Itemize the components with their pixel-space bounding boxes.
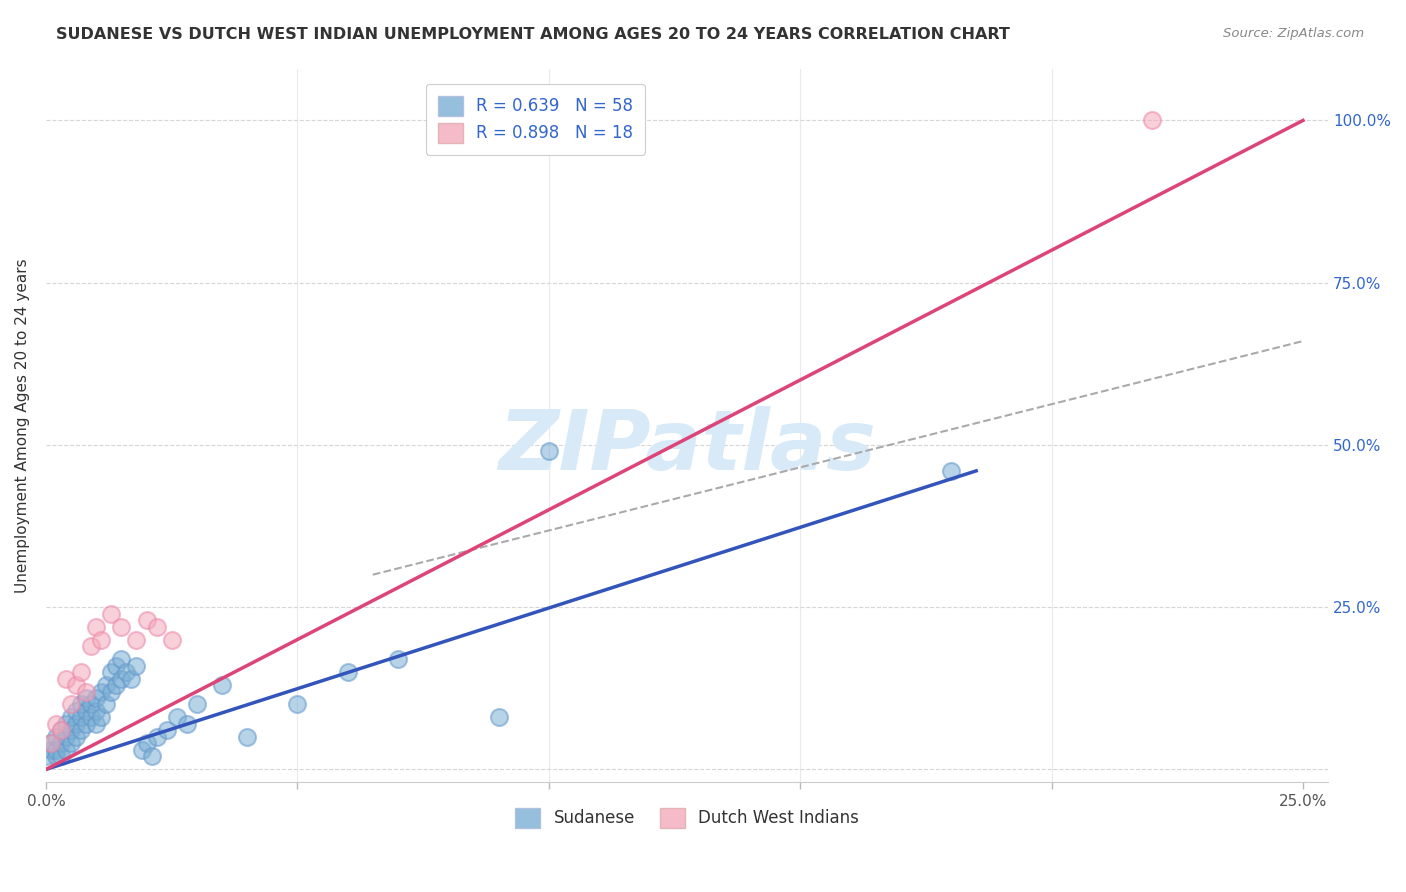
Point xyxy=(96,698,118,712)
Point xyxy=(186,698,208,712)
Point xyxy=(96,678,118,692)
Point xyxy=(45,743,67,757)
Point xyxy=(39,736,62,750)
Legend: Sudanese, Dutch West Indians: Sudanese, Dutch West Indians xyxy=(509,801,866,835)
Point xyxy=(141,749,163,764)
Point xyxy=(939,464,962,478)
Point xyxy=(60,698,83,712)
Point xyxy=(110,672,132,686)
Point xyxy=(131,743,153,757)
Point xyxy=(70,710,93,724)
Point xyxy=(55,730,77,744)
Point xyxy=(145,619,167,633)
Point xyxy=(39,736,62,750)
Point xyxy=(387,652,409,666)
Point xyxy=(45,730,67,744)
Point xyxy=(75,717,97,731)
Point xyxy=(145,730,167,744)
Point xyxy=(60,736,83,750)
Point xyxy=(75,690,97,705)
Point xyxy=(135,736,157,750)
Point xyxy=(65,704,87,718)
Point xyxy=(84,690,107,705)
Point xyxy=(60,723,83,738)
Point xyxy=(70,665,93,679)
Point xyxy=(135,613,157,627)
Point xyxy=(35,749,58,764)
Point xyxy=(45,717,67,731)
Point xyxy=(90,684,112,698)
Point xyxy=(100,684,122,698)
Point xyxy=(49,736,72,750)
Point xyxy=(125,632,148,647)
Point xyxy=(488,710,510,724)
Point xyxy=(211,678,233,692)
Point xyxy=(80,698,103,712)
Point xyxy=(49,749,72,764)
Point xyxy=(125,658,148,673)
Point xyxy=(236,730,259,744)
Point xyxy=(166,710,188,724)
Point xyxy=(60,710,83,724)
Point xyxy=(75,704,97,718)
Point xyxy=(110,619,132,633)
Point xyxy=(80,639,103,653)
Point xyxy=(75,684,97,698)
Point xyxy=(65,717,87,731)
Point xyxy=(80,710,103,724)
Point xyxy=(84,704,107,718)
Text: SUDANESE VS DUTCH WEST INDIAN UNEMPLOYMENT AMONG AGES 20 TO 24 YEARS CORRELATION: SUDANESE VS DUTCH WEST INDIAN UNEMPLOYME… xyxy=(56,27,1010,42)
Point xyxy=(120,672,142,686)
Point xyxy=(1140,113,1163,128)
Point xyxy=(39,743,62,757)
Point xyxy=(65,730,87,744)
Point xyxy=(84,717,107,731)
Point xyxy=(110,652,132,666)
Point xyxy=(55,717,77,731)
Point xyxy=(70,698,93,712)
Point xyxy=(55,743,77,757)
Point xyxy=(90,632,112,647)
Point xyxy=(45,749,67,764)
Point xyxy=(100,607,122,621)
Point xyxy=(100,665,122,679)
Point xyxy=(105,678,128,692)
Y-axis label: Unemployment Among Ages 20 to 24 years: Unemployment Among Ages 20 to 24 years xyxy=(15,258,30,593)
Point xyxy=(49,723,72,738)
Text: ZIPatlas: ZIPatlas xyxy=(498,407,876,487)
Point xyxy=(65,678,87,692)
Point xyxy=(55,672,77,686)
Point xyxy=(105,658,128,673)
Point xyxy=(336,665,359,679)
Point xyxy=(537,444,560,458)
Text: Source: ZipAtlas.com: Source: ZipAtlas.com xyxy=(1223,27,1364,40)
Point xyxy=(156,723,179,738)
Point xyxy=(49,723,72,738)
Point xyxy=(70,723,93,738)
Point xyxy=(90,710,112,724)
Point xyxy=(160,632,183,647)
Point xyxy=(84,619,107,633)
Point xyxy=(176,717,198,731)
Point xyxy=(287,698,309,712)
Point xyxy=(115,665,138,679)
